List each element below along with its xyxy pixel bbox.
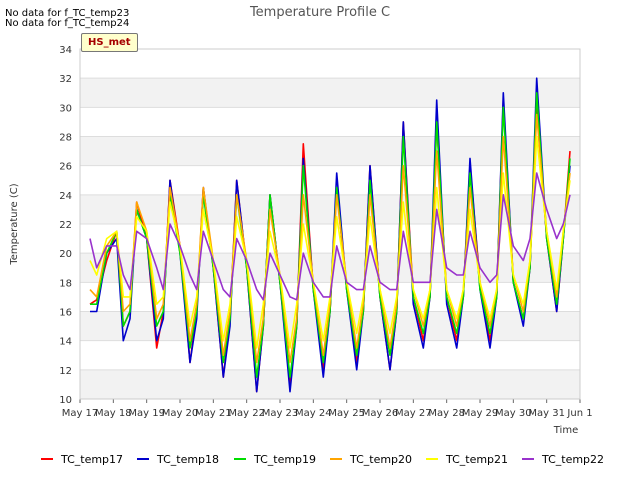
legend-swatch	[330, 458, 342, 460]
y-tick-label: 32	[59, 74, 72, 85]
legend-swatch	[41, 458, 53, 460]
legend-label: TC_temp19	[254, 453, 317, 466]
y-tick-label: 34	[59, 45, 72, 56]
legend-label: TC_temp18	[157, 453, 220, 466]
plot-band	[80, 369, 580, 399]
x-axis-label: Time	[553, 425, 578, 436]
chart-title: Temperature Profile C	[249, 5, 390, 20]
y-tick-label: 24	[59, 191, 72, 202]
x-tick-label: May 31	[528, 408, 565, 419]
plot-band	[80, 253, 580, 283]
legend-label: TC_temp20	[350, 453, 413, 466]
y-axis: 10 12 14 16 18 20 22 24 26 28 30 32 34	[59, 45, 72, 406]
series-lines	[89, 77, 571, 393]
legend-swatch	[234, 458, 246, 460]
legend-swatch	[426, 458, 438, 460]
legend-label: TC_temp21	[446, 453, 509, 466]
y-axis-label: Temperature (C)	[9, 183, 20, 265]
series-line-tc-temp22	[89, 172, 571, 301]
y-tick-label: 22	[59, 220, 72, 231]
y-tick-label: 30	[59, 103, 72, 114]
y-tick-label: 10	[59, 395, 72, 406]
y-tick-label: 26	[59, 162, 72, 173]
legend-swatch	[522, 458, 534, 460]
y-tick-label: 28	[59, 133, 72, 144]
x-tick-label: May 21	[195, 408, 232, 419]
legend-item-tc-temp20: TC_temp20	[330, 453, 412, 469]
x-tick-label: May 22	[228, 408, 265, 419]
x-tick-label: May 20	[162, 408, 199, 419]
no-data-note-2: No data for f_TC_temp24	[5, 18, 130, 29]
legend-label: TC_temp22	[542, 453, 605, 466]
y-tick-label: 16	[59, 308, 72, 319]
no-data-note-1: No data for f_TC_temp23	[5, 8, 130, 19]
plot-band	[80, 78, 580, 108]
legend-label: TC_temp17	[61, 453, 124, 466]
x-tick-label: May 17	[62, 408, 99, 419]
y-tick-label: 18	[59, 278, 72, 289]
x-tick-label: Jun 1	[566, 408, 592, 419]
plot-band	[80, 136, 580, 166]
plot-frame	[79, 48, 581, 400]
legend-item-tc-temp17: TC_temp17	[41, 453, 123, 469]
y-tick-label: 20	[59, 249, 72, 260]
y-tick-label: 12	[59, 366, 72, 377]
x-tick-label: May 30	[495, 408, 532, 419]
legend-swatch	[137, 458, 149, 460]
legend-item-tc-temp18: TC_temp18	[137, 453, 219, 469]
plot-band	[80, 194, 580, 224]
y-tick-label: 14	[59, 337, 72, 348]
legend-item-tc-temp19: TC_temp19	[234, 453, 316, 469]
x-tick-label: May 25	[328, 408, 365, 419]
x-tick-label: May 29	[462, 408, 499, 419]
hs-met-badge: HS_met	[81, 33, 138, 52]
x-tick-label: May 27	[395, 408, 432, 419]
x-tick-label: May 26	[362, 408, 399, 419]
x-tick-label: May 24	[295, 408, 332, 419]
x-tick-label: May 28	[428, 408, 465, 419]
legend: TC_temp17 TC_temp18 TC_temp19 TC_temp20 TC_t…	[0, 453, 640, 469]
legend-item-tc-temp22: TC_temp22	[522, 453, 604, 469]
legend-item-tc-temp21: TC_temp21	[426, 453, 508, 469]
x-tick-label: May 18	[95, 408, 132, 419]
x-tick-label: May 23	[262, 408, 299, 419]
x-tick-label: May 19	[128, 408, 165, 419]
